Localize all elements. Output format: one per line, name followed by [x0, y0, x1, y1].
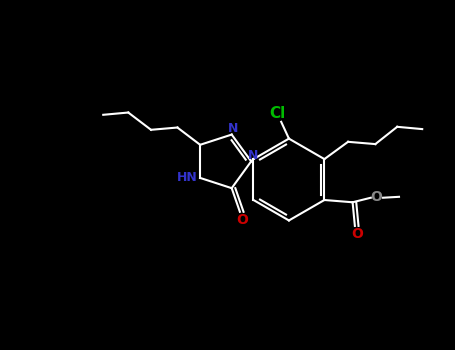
Text: O: O — [236, 212, 248, 226]
Text: N: N — [228, 122, 238, 135]
Text: N: N — [248, 149, 258, 162]
Text: O: O — [370, 190, 382, 204]
Text: HN: HN — [177, 170, 198, 183]
Text: O: O — [351, 227, 363, 241]
Text: Cl: Cl — [269, 106, 286, 121]
